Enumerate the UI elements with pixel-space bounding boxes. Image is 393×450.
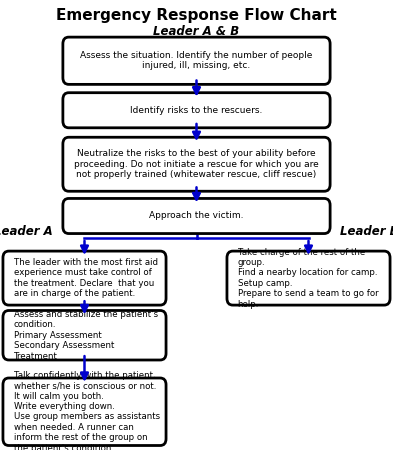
FancyBboxPatch shape — [3, 251, 166, 305]
FancyBboxPatch shape — [227, 251, 390, 305]
Text: Assess and stabilize the patient's
condition.
Primary Assessment
Secondary Asses: Assess and stabilize the patient's condi… — [13, 310, 158, 360]
Text: Neutralize the risks to the best of your ability before
proceeding. Do not initi: Neutralize the risks to the best of your… — [74, 149, 319, 179]
Text: Talk confidently with the patient,
whether s/he is conscious or not.
It will cal: Talk confidently with the patient, wheth… — [13, 371, 160, 450]
FancyBboxPatch shape — [3, 378, 166, 446]
Text: Leader A & B: Leader A & B — [153, 25, 240, 38]
Text: The leader with the most first aid
experience must take control of
the treatment: The leader with the most first aid exper… — [13, 258, 158, 298]
FancyBboxPatch shape — [63, 198, 330, 234]
Text: Take charge of the rest of the
group.
Find a nearby location for camp.
Setup cam: Take charge of the rest of the group. Fi… — [238, 248, 378, 309]
Text: Emergency Response Flow Chart: Emergency Response Flow Chart — [56, 8, 337, 23]
FancyBboxPatch shape — [63, 93, 330, 128]
Text: Leader B: Leader B — [340, 225, 393, 238]
Text: Approach the victim.: Approach the victim. — [149, 212, 244, 220]
Text: Leader A: Leader A — [0, 225, 53, 238]
FancyBboxPatch shape — [63, 37, 330, 85]
Text: Identify risks to the rescuers.: Identify risks to the rescuers. — [130, 106, 263, 115]
Text: Assess the situation. Identify the number of people
injured, ill, missing, etc.: Assess the situation. Identify the numbe… — [80, 51, 313, 71]
FancyBboxPatch shape — [63, 137, 330, 191]
FancyBboxPatch shape — [3, 310, 166, 360]
